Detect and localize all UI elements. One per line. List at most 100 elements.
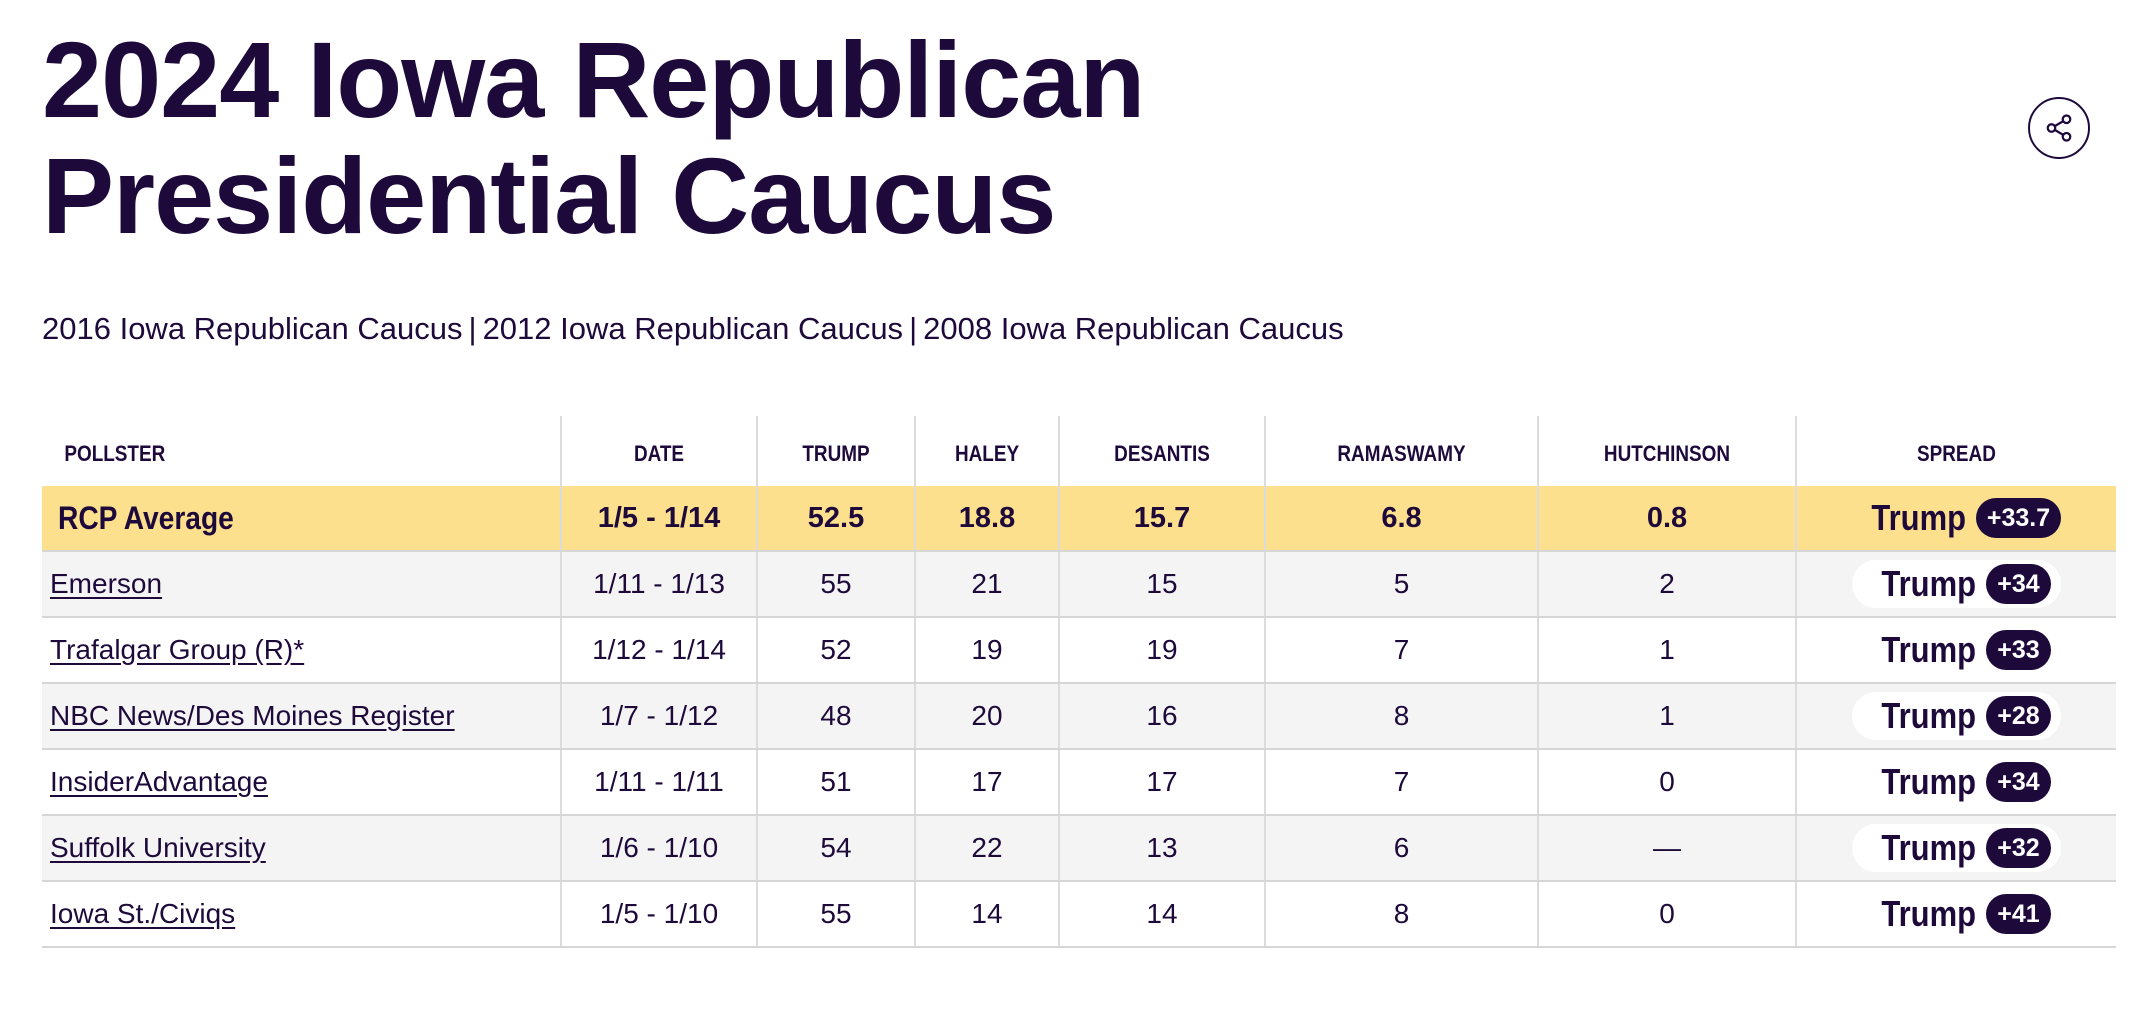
- spread-badge: +32: [1986, 828, 2051, 868]
- hutchinson-cell: 0: [1537, 881, 1796, 948]
- link-separator: |: [909, 311, 918, 346]
- average-haley: 18.8: [914, 486, 1059, 552]
- trump-cell: 52: [756, 617, 915, 684]
- haley-cell: 20: [914, 683, 1059, 750]
- pollster-cell: Suffolk University: [42, 815, 561, 882]
- spread-leader: Trump: [1881, 563, 1977, 604]
- date-cell: 1/12 - 1/14: [560, 617, 757, 684]
- average-hutchinson: 0.8: [1537, 486, 1796, 552]
- share-icon: [2046, 114, 2072, 142]
- pollster-cell: Emerson: [42, 551, 561, 618]
- spread-pill: Trump +32: [1852, 824, 2061, 872]
- spread-pill: Trump +34: [1852, 560, 2061, 608]
- pollster-link[interactable]: Emerson: [50, 568, 163, 599]
- spread-badge: +34: [1986, 762, 2051, 802]
- hutchinson-cell: 1: [1537, 683, 1796, 750]
- spread-leader: Trump: [1881, 761, 1977, 802]
- rcp-average-row: RCP Average 1/5 - 1/14 52.5 18.8 15.7 6.…: [42, 486, 2116, 552]
- spread-badge: +41: [1986, 894, 2051, 934]
- trump-cell: 55: [756, 881, 915, 948]
- haley-cell: 22: [914, 815, 1059, 882]
- ramaswamy-cell: 8: [1264, 881, 1538, 948]
- spread-cell: Trump +34: [1795, 749, 2116, 816]
- header-hutchinson: HUTCHINSON: [1555, 416, 1778, 486]
- ramaswamy-cell: 6: [1264, 815, 1538, 882]
- spread-cell: Trump +34: [1795, 551, 2116, 618]
- spread-badge: +33.7: [1975, 498, 2062, 538]
- average-spread: Trump +33.7: [1795, 486, 2116, 552]
- related-caucus-links: 2016 Iowa Republican Caucus | 2012 Iowa Re…: [42, 308, 1344, 350]
- table-row: Emerson 1/11 - 1/13 55 21 15 5 2 Trump +34: [42, 551, 2116, 618]
- desantis-cell: 16: [1058, 683, 1265, 750]
- desantis-cell: 17: [1058, 749, 1265, 816]
- pollster-cell: Trafalgar Group (R)*: [42, 617, 561, 684]
- trump-cell: 54: [756, 815, 915, 882]
- hutchinson-cell: —: [1537, 815, 1796, 882]
- spread-leader: Trump: [1881, 695, 1977, 736]
- haley-cell: 21: [914, 551, 1059, 618]
- ramaswamy-cell: 7: [1264, 749, 1538, 816]
- pollster-link[interactable]: Suffolk University: [50, 832, 266, 863]
- table-header-row: POLLSTER DATE TRUMP HALEY DESANTIS RAMAS…: [42, 416, 2116, 486]
- header-date: DATE: [573, 416, 744, 486]
- date-cell: 1/11 - 1/13: [560, 551, 757, 618]
- date-cell: 1/6 - 1/10: [560, 815, 757, 882]
- spread-cell: Trump +32: [1795, 815, 2116, 882]
- spread-pill: Trump +33: [1852, 626, 2061, 674]
- desantis-cell: 19: [1058, 617, 1265, 684]
- haley-cell: 19: [914, 617, 1059, 684]
- haley-cell: 17: [914, 749, 1059, 816]
- average-ramaswamy: 6.8: [1264, 486, 1538, 552]
- pollster-link[interactable]: NBC News/Des Moines Register: [50, 700, 455, 731]
- spread-badge: +28: [1986, 696, 2051, 736]
- spread-pill: Trump +34: [1852, 758, 2061, 806]
- pollster-link[interactable]: Trafalgar Group (R)*: [50, 634, 305, 665]
- spread-leader: Trump: [1881, 893, 1977, 934]
- polls-table: POLLSTER DATE TRUMP HALEY DESANTIS RAMAS…: [42, 416, 2116, 948]
- trump-cell: 55: [756, 551, 915, 618]
- spread-leader: Trump: [1871, 497, 1966, 538]
- spread-pill: Trump +33.7: [1842, 494, 2071, 542]
- header-ramaswamy: RAMASWAMY: [1283, 416, 1519, 486]
- desantis-cell: 15: [1058, 551, 1265, 618]
- ramaswamy-cell: 7: [1264, 617, 1538, 684]
- haley-cell: 14: [914, 881, 1059, 948]
- table-row: Suffolk University 1/6 - 1/10 54 22 13 6— Trum…: [42, 815, 2116, 882]
- link-2016-caucus[interactable]: 2016 Iowa Republican Caucus: [42, 311, 463, 346]
- ramaswamy-cell: 5: [1264, 551, 1538, 618]
- date-cell: 1/7 - 1/12: [560, 683, 757, 750]
- spread-badge: +34: [1986, 564, 2051, 604]
- spread-pill: Trump +41: [1852, 890, 2061, 938]
- ramaswamy-cell: 8: [1264, 683, 1538, 750]
- spread-cell: Trump +41: [1795, 881, 2116, 948]
- page-title-line-2: Presidential Caucus: [42, 135, 1056, 256]
- hutchinson-cell: 0: [1537, 749, 1796, 816]
- link-2008-caucus[interactable]: 2008 Iowa Republican Caucus: [923, 311, 1344, 346]
- average-date: 1/5 - 1/14: [560, 486, 757, 552]
- header-spread: SPREAD: [1817, 416, 2094, 486]
- spread-badge: +33: [1986, 630, 2051, 670]
- link-2012-caucus[interactable]: 2012 Iowa Republican Caucus: [482, 311, 904, 346]
- hutchinson-cell: 1: [1537, 617, 1796, 684]
- header-trump: TRUMP: [767, 416, 904, 486]
- pollster-cell: Iowa St./Civiqs: [42, 881, 561, 948]
- average-desantis: 15.7: [1058, 486, 1265, 552]
- average-pollster: RCP Average: [42, 486, 561, 552]
- pollster-cell: InsiderAdvantage: [42, 749, 561, 816]
- table-row: InsiderAdvantage 1/11 - 1/11 51 17 17 7 0 Trump…: [42, 749, 2116, 816]
- link-separator: |: [468, 311, 477, 346]
- spread-cell: Trump +33: [1795, 617, 2116, 684]
- share-button[interactable]: [2028, 97, 2090, 159]
- table-row: NBC News/Des Moines Register 1/7 - 1/12 48…: [42, 683, 2116, 750]
- pollster-link[interactable]: InsiderAdvantage: [50, 766, 268, 797]
- table-row: Trafalgar Group (R)* 1/12 - 1/14 52 19 19 7 1 T…: [42, 617, 2116, 684]
- spread-leader: Trump: [1881, 827, 1977, 868]
- desantis-cell: 14: [1058, 881, 1265, 948]
- spread-cell: Trump +28: [1795, 683, 2116, 750]
- hutchinson-cell: 2: [1537, 551, 1796, 618]
- pollster-link[interactable]: Iowa St./Civiqs: [50, 898, 236, 929]
- trump-cell: 51: [756, 749, 915, 816]
- page-title-line-1: 2024 Iowa Republican: [42, 19, 1145, 140]
- table-row: Iowa St./Civiqs 1/5 - 1/10 55 14 14 8 0 Trump +4…: [42, 881, 2116, 948]
- spread-leader: Trump: [1881, 629, 1977, 670]
